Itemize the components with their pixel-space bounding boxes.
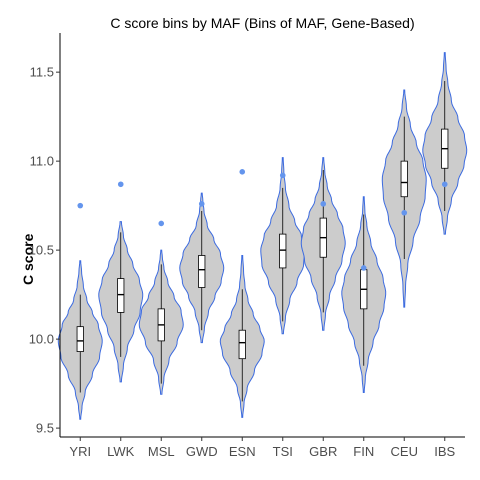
- box-lwk: [117, 278, 125, 313]
- box-gwd: [198, 255, 206, 288]
- y-tick-label: 10.0: [29, 332, 54, 347]
- y-tick-label: 11.5: [30, 65, 54, 80]
- y-tick-label: 11.0: [30, 154, 54, 169]
- outlier-point-gwd-0: [198, 201, 205, 207]
- outlier-point-tsi-0: [279, 172, 286, 179]
- x-tick-label: ESN: [229, 444, 256, 459]
- x-tick-label: LWK: [107, 444, 135, 459]
- outlier-point-esn-0: [239, 169, 246, 175]
- x-tick-label: TSI: [273, 444, 293, 459]
- outlier-point-ibs-0: [441, 181, 448, 188]
- outlier-point-yri-0: [77, 202, 84, 209]
- x-tick-label: CEU: [391, 444, 418, 459]
- outlier-point-gbr-0: [320, 201, 327, 207]
- y-tick-label: 10.5: [29, 243, 54, 258]
- outlier-point-fin-0: [360, 265, 367, 271]
- chart-title: C score bins by MAF (Bins of MAF, Gene-B…: [110, 15, 415, 31]
- box-yri: [76, 326, 84, 352]
- x-tick-label: GWD: [186, 444, 218, 459]
- box-tsi: [279, 233, 287, 269]
- outlier-point-lwk-0: [117, 181, 124, 188]
- box-esn: [238, 329, 246, 360]
- x-tick-label: FIN: [353, 444, 374, 459]
- y-tick-label: 9.5: [36, 421, 54, 436]
- x-tick-label: GBR: [309, 444, 337, 459]
- outlier-point-msl-0: [158, 220, 165, 227]
- x-tick-label: MSL: [148, 444, 175, 459]
- box-ceu: [400, 160, 408, 198]
- x-tick-label: IBS: [434, 444, 455, 459]
- x-tick-label: YRI: [69, 444, 91, 459]
- outlier-point-ceu-0: [401, 209, 408, 216]
